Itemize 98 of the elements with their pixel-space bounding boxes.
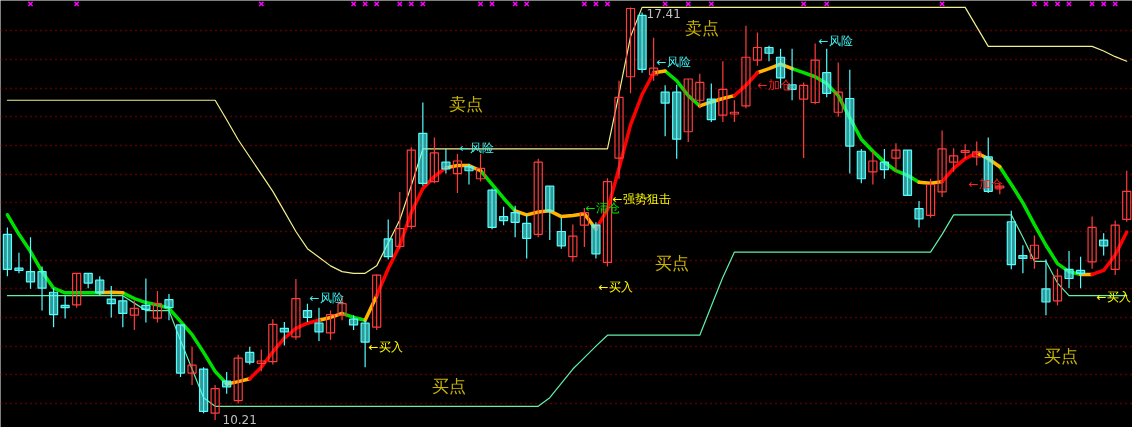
candlestick bbox=[268, 318, 278, 366]
candlestick bbox=[233, 354, 243, 405]
annotation: 买点 bbox=[431, 375, 466, 396]
annotation: ←风险 bbox=[818, 33, 853, 48]
candlestick bbox=[545, 185, 555, 241]
candlestick bbox=[325, 309, 336, 341]
candlestick bbox=[1006, 210, 1016, 270]
candlestick bbox=[672, 84, 682, 160]
candlestick bbox=[429, 136, 440, 184]
candlestick bbox=[1029, 234, 1040, 270]
candlestick bbox=[302, 303, 313, 323]
candlestick bbox=[810, 42, 820, 105]
candlestick bbox=[729, 99, 740, 123]
candlestick bbox=[1075, 256, 1086, 289]
candlestick bbox=[187, 346, 197, 386]
candlestick bbox=[372, 273, 382, 331]
candlestick bbox=[164, 293, 174, 321]
annotation: 10.21 bbox=[222, 413, 257, 427]
candlestick bbox=[406, 146, 416, 230]
candlestick bbox=[648, 37, 659, 82]
candlestick bbox=[914, 200, 924, 229]
candlestick bbox=[175, 324, 186, 378]
candlestick bbox=[556, 217, 566, 250]
candlestick bbox=[510, 205, 520, 238]
candlestick bbox=[1041, 258, 1051, 316]
candlestick bbox=[637, 11, 647, 74]
candlestick bbox=[383, 218, 393, 261]
candlestick bbox=[868, 150, 878, 186]
candlestick bbox=[533, 158, 543, 238]
candlestick bbox=[741, 25, 751, 109]
annotation: 买点 bbox=[654, 252, 689, 273]
candlestick bbox=[1052, 268, 1063, 307]
candlestick bbox=[822, 48, 832, 98]
candlestick bbox=[706, 83, 716, 123]
candlestick bbox=[25, 236, 36, 290]
candlestick bbox=[60, 295, 70, 320]
candlestick bbox=[106, 285, 116, 319]
candlestick bbox=[891, 142, 901, 173]
candlestick bbox=[475, 153, 486, 183]
candlestick bbox=[291, 278, 301, 341]
candlestick bbox=[14, 252, 24, 274]
candlestick bbox=[568, 224, 578, 263]
candlestick bbox=[198, 366, 209, 414]
candlestick bbox=[118, 295, 128, 328]
annotation: 卖点 bbox=[684, 17, 719, 38]
annotation: ←买入 bbox=[368, 339, 403, 354]
candlestick bbox=[972, 140, 982, 167]
candlestick bbox=[360, 319, 370, 368]
candlestick bbox=[879, 148, 890, 180]
candlestick bbox=[314, 307, 324, 342]
candlestick bbox=[1018, 244, 1028, 274]
candlestick bbox=[902, 149, 913, 197]
candlestick bbox=[798, 81, 809, 159]
annotation: ←风险 bbox=[656, 54, 691, 69]
candlestick bbox=[152, 290, 163, 324]
candlestick bbox=[1099, 232, 1109, 257]
candlestick bbox=[752, 32, 763, 67]
candlestick bbox=[833, 61, 843, 118]
candlestick bbox=[522, 214, 532, 260]
candlestick bbox=[1064, 250, 1074, 289]
candlestick bbox=[222, 371, 232, 395]
candlestick bbox=[2, 226, 13, 277]
candlestick bbox=[1122, 170, 1132, 223]
candlestick bbox=[464, 163, 474, 186]
candlestick bbox=[487, 187, 497, 230]
candlestick bbox=[614, 80, 624, 180]
candlestick bbox=[1087, 215, 1097, 270]
candlestick bbox=[949, 147, 959, 173]
candlestick bbox=[1110, 219, 1120, 276]
candlestick bbox=[498, 206, 509, 226]
annotation: 17.41 bbox=[646, 7, 681, 21]
candlestick bbox=[764, 45, 774, 62]
annotation: 卖点 bbox=[448, 93, 483, 114]
candlestick bbox=[256, 348, 266, 372]
candlestick bbox=[937, 130, 947, 198]
annotation: ←风险 bbox=[309, 290, 344, 305]
candlestick bbox=[856, 148, 866, 184]
candlestick bbox=[37, 265, 47, 312]
candlestick bbox=[718, 60, 728, 123]
candlestick bbox=[925, 178, 936, 219]
candlestick bbox=[95, 275, 105, 297]
annotation: ←买入 bbox=[598, 279, 633, 294]
candlestick bbox=[695, 73, 705, 109]
candlestick bbox=[72, 272, 82, 309]
candlestick bbox=[625, 6, 636, 94]
candlestick bbox=[210, 384, 220, 421]
candlestick bbox=[845, 69, 855, 175]
annotation: 买点 bbox=[1043, 345, 1078, 366]
candlestick bbox=[395, 191, 405, 250]
candlestick bbox=[683, 78, 693, 143]
candlestick bbox=[418, 101, 428, 187]
candlestick bbox=[141, 277, 151, 324]
candlestick bbox=[129, 300, 139, 331]
candlestick bbox=[452, 153, 463, 194]
candlestick bbox=[441, 148, 451, 175]
candlestick bbox=[591, 221, 601, 260]
candlestick bbox=[48, 287, 59, 328]
candlestick bbox=[660, 84, 670, 137]
